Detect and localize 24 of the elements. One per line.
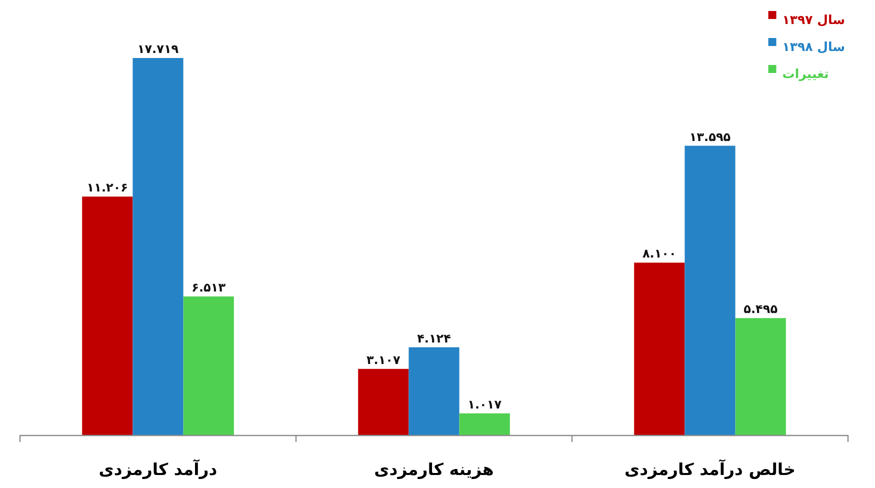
bar xyxy=(408,347,460,435)
bar xyxy=(82,196,133,435)
data-label: ۱.۰۱۷ xyxy=(468,397,502,412)
bar xyxy=(358,368,409,435)
data-label: ۱۱.۲۰۶ xyxy=(86,180,128,195)
data-label: ۶.۵۱۳ xyxy=(192,280,226,294)
legend-label: سال ۱۳۹۷ xyxy=(782,12,845,27)
bar xyxy=(183,296,234,435)
legend-label: سال ۱۳۹۸ xyxy=(782,39,845,54)
bar xyxy=(684,146,736,435)
data-label: ۵.۴۹۵ xyxy=(744,302,778,316)
legend-label: تغییرات xyxy=(782,66,829,82)
bar xyxy=(459,413,510,435)
bar xyxy=(132,58,184,435)
data-label: ۱۷.۷۱۹ xyxy=(137,42,180,56)
data-label: ۸.۱۰۰ xyxy=(642,246,676,261)
bar xyxy=(735,318,786,435)
x-tick-label: خالص درآمد کارمزدی xyxy=(624,459,796,480)
x-tick-label: درآمد کارمزدی xyxy=(98,459,218,480)
data-label: ۱۳.۵۹۵ xyxy=(689,130,731,144)
bar xyxy=(634,262,685,435)
data-label: ۳.۱۰۷ xyxy=(366,352,401,367)
x-tick-label: هزینه کارمزدی xyxy=(374,460,494,480)
data-label: ۴.۱۲۴ xyxy=(417,331,451,346)
